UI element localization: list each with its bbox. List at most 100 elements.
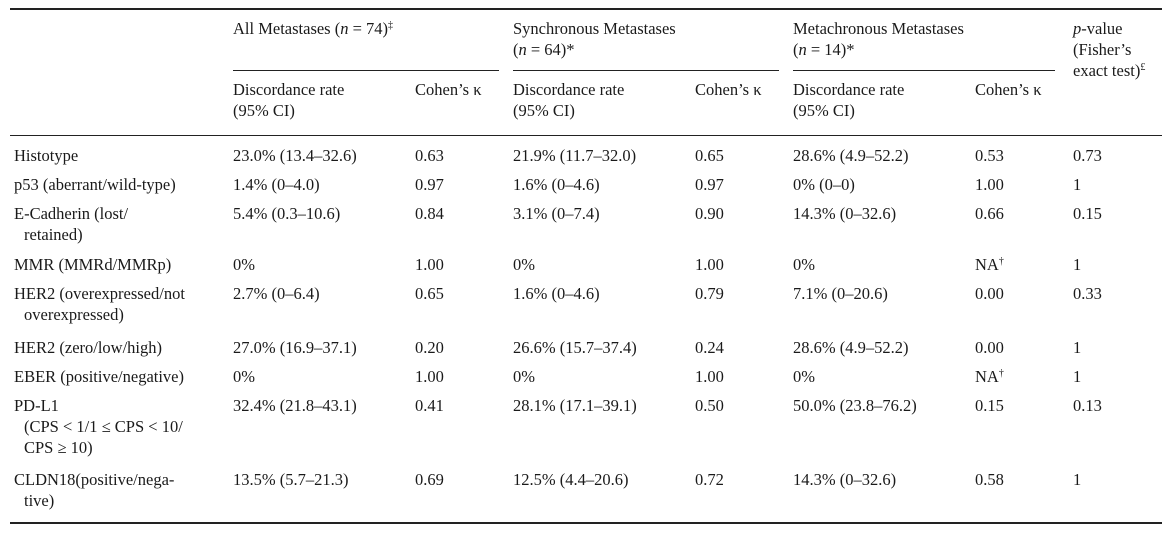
top-rule: [10, 8, 1162, 10]
cell-kappa-metachronous: 0.15: [975, 395, 1004, 416]
cell-discordance-synchronous-value: 1.6% (0–4.6): [513, 175, 600, 194]
header-rule: [10, 135, 1162, 136]
cell-discordance-all: 2.7% (0–6.4): [233, 283, 320, 304]
cell-pvalue: 1: [1073, 337, 1081, 358]
subheader-discordance-synchronous: Discordance rate (95% CI): [513, 80, 625, 120]
row-label-line: CLDN18(positive/nega-: [14, 470, 175, 489]
cell-kappa-all-value: 1.00: [415, 255, 444, 274]
cell-kappa-metachronous-value: 0.58: [975, 470, 1004, 489]
cell-discordance-all-value: 32.4% (21.8–43.1): [233, 396, 357, 415]
subheader-kappa-all: Cohen’s κ: [415, 80, 482, 99]
cell-kappa-synchronous: 1.00: [695, 366, 724, 387]
cell-kappa-synchronous: 0.90: [695, 203, 724, 224]
cell-discordance-metachronous-value: 28.6% (4.9–52.2): [793, 146, 909, 165]
group-rule-metachronous: [793, 70, 1055, 71]
cell-kappa-synchronous-value: 0.50: [695, 396, 724, 415]
cell-discordance-metachronous-value: 0% (0–0): [793, 175, 855, 194]
cell-discordance-synchronous: 28.1% (17.1–39.1): [513, 395, 637, 416]
cell-kappa-metachronous-value: 1.00: [975, 175, 1004, 194]
row-label: MMR (MMRd/MMRp): [14, 254, 171, 275]
cell-kappa-all: 1.00: [415, 366, 444, 387]
cell-pvalue-value: 1: [1073, 367, 1082, 386]
cell-discordance-all-value: 5.4% (0.3–10.6): [233, 204, 341, 223]
cell-pvalue: 1: [1073, 254, 1081, 275]
pvalue-header: p-value (Fisher’s exact test)£: [1073, 19, 1146, 80]
cell-discordance-synchronous: 3.1% (0–7.4): [513, 203, 600, 224]
row-label-line: tive): [24, 491, 55, 510]
cell-discordance-metachronous: 7.1% (0–20.6): [793, 283, 888, 304]
cell-kappa-synchronous-value: 0.72: [695, 470, 724, 489]
cell-discordance-synchronous: 0%: [513, 254, 535, 275]
cell-discordance-metachronous: 14.3% (0–32.6): [793, 203, 896, 224]
cell-discordance-all-value: 1.4% (0–4.0): [233, 175, 320, 194]
cell-kappa-metachronous: 0.00: [975, 337, 1004, 358]
footnote-mark: †: [998, 256, 1004, 267]
row-label-line: PD-L1: [14, 396, 59, 415]
cell-kappa-synchronous-value: 1.00: [695, 367, 724, 386]
cell-pvalue-value: 0.73: [1073, 146, 1102, 165]
subheader-kappa-synchronous: Cohen’s κ: [695, 80, 762, 99]
cell-discordance-synchronous-value: 1.6% (0–4.6): [513, 284, 600, 303]
row-label: Histotype: [14, 145, 78, 166]
cell-pvalue-value: 1: [1073, 470, 1082, 489]
cell-discordance-metachronous-value: 14.3% (0–32.6): [793, 204, 897, 223]
cell-kappa-all-value: 0.97: [415, 175, 444, 194]
cell-kappa-all: 0.20: [415, 337, 444, 358]
cell-discordance-metachronous-value: 14.3% (0–32.6): [793, 470, 897, 489]
group-header-synchronous: Synchronous Metastases (n = 64)*: [513, 19, 676, 59]
cell-kappa-synchronous-value: 0.79: [695, 284, 724, 303]
cell-kappa-metachronous: NA†: [975, 366, 1004, 387]
row-label-line: overexpressed): [24, 305, 124, 324]
cell-discordance-synchronous: 12.5% (4.4–20.6): [513, 469, 628, 490]
subheader-discordance-all: Discordance rate (95% CI): [233, 80, 345, 120]
row-label: PD-L1 (CPS < 1/1 ≤ CPS < 10/CPS ≥ 10): [14, 395, 183, 458]
cell-kappa-synchronous: 0.97: [695, 174, 724, 195]
cell-discordance-all: 0%: [233, 366, 255, 387]
cell-kappa-synchronous-value: 0.90: [695, 204, 724, 223]
cell-discordance-synchronous-value: 3.1% (0–7.4): [513, 204, 600, 223]
row-label: E-Cadherin (lost/retained): [14, 203, 128, 245]
footnote-mark: †: [998, 368, 1004, 379]
row-label: HER2 (overexpressed/not overexpressed): [14, 283, 185, 325]
cell-discordance-metachronous-value: 7.1% (0–20.6): [793, 284, 888, 303]
cell-kappa-metachronous-value: 0.00: [975, 338, 1004, 357]
cell-kappa-metachronous: NA†: [975, 254, 1004, 275]
cell-discordance-synchronous-value: 28.1% (17.1–39.1): [513, 396, 637, 415]
cell-discordance-metachronous-value: 0%: [793, 255, 815, 274]
cell-pvalue: 0.15: [1073, 203, 1102, 224]
row-label: HER2 (zero/low/high): [14, 337, 162, 358]
row-label-line: HER2 (zero/low/high): [14, 338, 163, 357]
cell-discordance-all: 27.0% (16.9–37.1): [233, 337, 357, 358]
cell-kappa-all-value: 0.20: [415, 338, 444, 357]
cell-kappa-synchronous: 0.50: [695, 395, 724, 416]
cell-kappa-metachronous: 0.00: [975, 283, 1004, 304]
cell-kappa-synchronous: 0.72: [695, 469, 724, 490]
cell-pvalue-value: 0.33: [1073, 284, 1102, 303]
cell-pvalue: 1: [1073, 469, 1081, 490]
cell-discordance-synchronous-value: 12.5% (4.4–20.6): [513, 470, 629, 489]
cell-discordance-synchronous: 1.6% (0–4.6): [513, 283, 600, 304]
row-label-line: retained): [24, 225, 83, 244]
cell-discordance-all: 1.4% (0–4.0): [233, 174, 320, 195]
row-label-line: HER2 (overexpressed/not: [14, 284, 185, 303]
cell-kappa-metachronous-value: 0.15: [975, 396, 1004, 415]
cell-discordance-metachronous-value: 50.0% (23.8–76.2): [793, 396, 917, 415]
cell-kappa-synchronous-value: 0.24: [695, 338, 724, 357]
cell-discordance-synchronous-value: 21.9% (11.7–32.0): [513, 146, 637, 165]
bottom-rule: [10, 522, 1162, 524]
cell-discordance-all-value: 13.5% (5.7–21.3): [233, 470, 349, 489]
cell-discordance-metachronous: 14.3% (0–32.6): [793, 469, 896, 490]
cell-kappa-all-value: 0.63: [415, 146, 444, 165]
cell-kappa-synchronous-value: 0.65: [695, 146, 724, 165]
cell-pvalue-value: 0.15: [1073, 204, 1102, 223]
row-label-line: CPS ≥ 10): [24, 438, 93, 457]
cell-pvalue: 0.33: [1073, 283, 1102, 304]
cell-kappa-synchronous: 1.00: [695, 254, 724, 275]
row-label: EBER (positive/negative): [14, 366, 184, 387]
row-label-line: EBER (positive/negative): [14, 367, 185, 386]
cell-discordance-all-value: 2.7% (0–6.4): [233, 284, 320, 303]
cell-discordance-all: 23.0% (13.4–32.6): [233, 145, 357, 166]
subheader-discordance-metachronous: Discordance rate (95% CI): [793, 80, 905, 120]
cell-discordance-all: 32.4% (21.8–43.1): [233, 395, 357, 416]
cell-discordance-synchronous: 26.6% (15.7–37.4): [513, 337, 637, 358]
